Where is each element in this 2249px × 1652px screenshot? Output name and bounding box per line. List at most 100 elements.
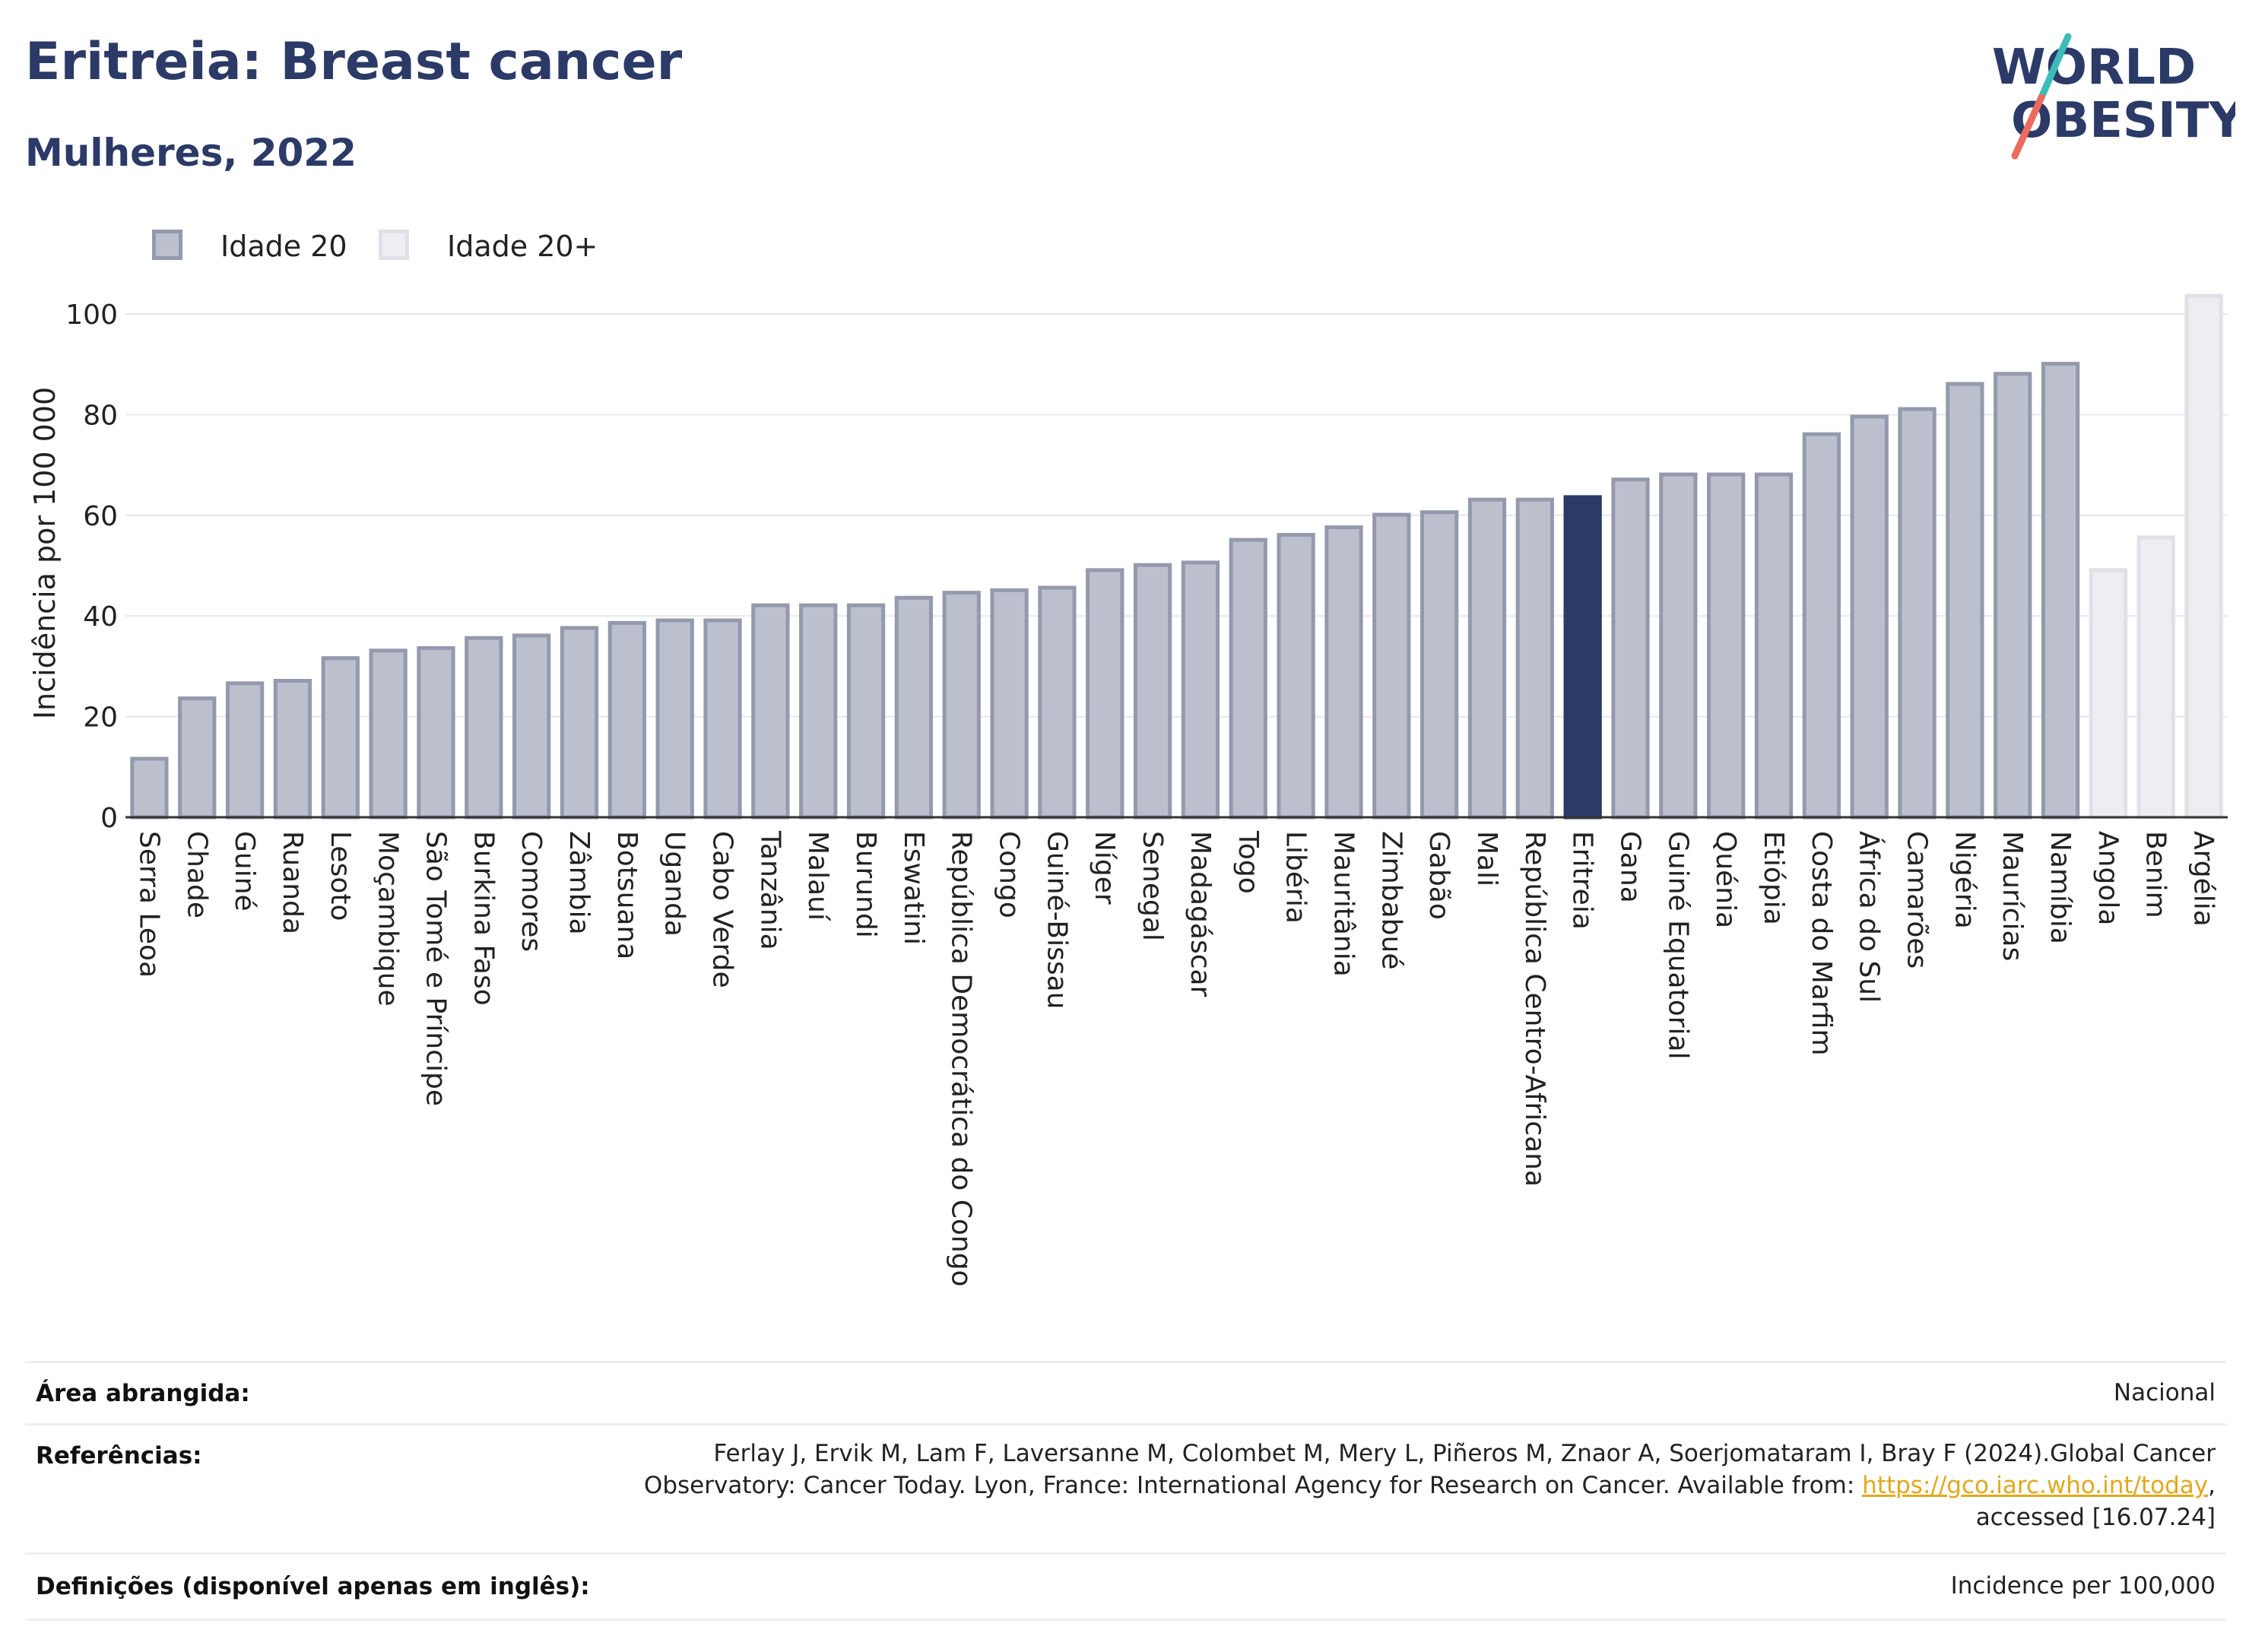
x-tick-label: Chade xyxy=(181,831,212,918)
x-tick-label: Congo xyxy=(994,831,1025,918)
bar-44 xyxy=(2184,293,2223,820)
bar-1 xyxy=(130,756,169,820)
x-tick-label: Mali xyxy=(1471,831,1502,886)
y-tick-label: 60 xyxy=(83,501,118,532)
references-link[interactable]: https://gco.iarc.who.int/today xyxy=(1862,1472,2209,1499)
x-tick-label: África do Sul xyxy=(1854,831,1886,1003)
bar-6 xyxy=(369,648,408,820)
bar-3 xyxy=(225,681,265,820)
bar-24 xyxy=(1229,537,1267,820)
chart-subtitle: Mulheres, 2022 xyxy=(25,131,357,175)
bar-35 xyxy=(1754,472,1794,820)
logo-slash-coral xyxy=(2011,94,2045,160)
bar-43 xyxy=(2136,535,2175,820)
x-tick-label: Tanzânia xyxy=(754,830,785,950)
x-tick-label: Guiné-Bissau xyxy=(1041,831,1072,1009)
logo-slash-teal xyxy=(2038,33,2072,101)
info-row-references: Referências: Ferlay J, Ervik M, Lam F, L… xyxy=(25,1423,2226,1555)
x-tick-label: Togo xyxy=(1232,830,1264,894)
x-tick-label: Eritreia xyxy=(1567,831,1598,930)
area-label: Área abrangida: xyxy=(36,1380,250,1407)
bar-40 xyxy=(1994,372,2032,820)
bar-31 xyxy=(1563,495,1602,820)
bar-36 xyxy=(1802,432,1841,820)
bar-4 xyxy=(273,678,312,820)
bar-38 xyxy=(1898,407,1937,820)
y-axis-title: Incidência por 100 000 xyxy=(28,387,62,719)
x-tick-label: Benim xyxy=(2140,831,2171,918)
definitions-value: Incidence per 100,000 xyxy=(1950,1572,2216,1600)
references-line-2-end: , xyxy=(2208,1472,2216,1499)
bar-22 xyxy=(1133,563,1172,820)
x-tick-label: Etiópia xyxy=(1758,831,1789,925)
bar-10 xyxy=(560,626,599,820)
x-tick-label: Argélia xyxy=(2188,831,2219,927)
x-tick-label: Comores xyxy=(515,831,547,952)
bar-32 xyxy=(1611,477,1650,820)
references-line-3: accessed [16.07.24] xyxy=(1975,1504,2216,1531)
x-tick-label: Angola xyxy=(2092,831,2124,925)
x-tick-label: Malauí xyxy=(802,831,833,921)
x-tick-label: Gabão xyxy=(1423,831,1454,920)
references-value: Ferlay J, Ervik M, Lam F, Laversanne M, … xyxy=(644,1438,2216,1533)
area-value: Nacional xyxy=(2113,1379,2216,1406)
legend-swatch-age20 xyxy=(152,230,182,260)
bar-28 xyxy=(1420,510,1459,820)
legend-label-age20: Idade 20 xyxy=(220,230,347,263)
bar-41 xyxy=(2041,361,2080,820)
world-obesity-logo: WORLD OBESITY xyxy=(1977,30,2244,163)
y-tick-label: 80 xyxy=(83,400,118,431)
bar-39 xyxy=(1946,382,1984,820)
bar-15 xyxy=(799,603,838,820)
x-tick-label: República Democrática do Congo xyxy=(946,831,977,1287)
x-tick-label: Eswatini xyxy=(898,831,929,945)
x-tick-label: Senegal xyxy=(1137,831,1168,941)
bar-25 xyxy=(1277,533,1315,820)
definitions-label: Definições (disponível apenas em inglês)… xyxy=(36,1573,590,1600)
bar-8 xyxy=(465,636,503,820)
x-tick-label: Quénia xyxy=(1710,831,1741,928)
bar-2 xyxy=(178,696,217,820)
x-tick-label: Uganda xyxy=(659,831,690,937)
chart-title: Eritreia: Breast cancer xyxy=(25,32,683,92)
logo-text-obesity: OBESITY xyxy=(2011,93,2235,149)
references-line-2: Observatory: Cancer Today. Lyon, France:… xyxy=(644,1470,2216,1501)
bar-14 xyxy=(751,603,790,820)
references-label: Referências: xyxy=(36,1442,202,1470)
x-tick-label: Serra Leoa xyxy=(133,831,164,978)
x-tick-label: Burundi xyxy=(850,831,881,938)
bar-17 xyxy=(894,595,934,820)
x-tick-label: Madagáscar xyxy=(1185,831,1216,997)
bar-7 xyxy=(417,645,455,820)
bar-9 xyxy=(512,633,551,820)
x-tick-label: Mauritânia xyxy=(1328,831,1359,977)
y-tick-label: 20 xyxy=(83,702,118,734)
x-tick-label: Nigéria xyxy=(1949,831,1980,929)
y-tick-label: 0 xyxy=(100,803,118,834)
bar-33 xyxy=(1659,472,1698,820)
bar-18 xyxy=(942,591,981,820)
info-row-area: Área abrangida: Nacional xyxy=(25,1361,2226,1425)
x-tick-label: Camarões xyxy=(1902,831,1933,969)
bar-42 xyxy=(2089,568,2128,820)
x-tick-label: Moçambique xyxy=(373,831,404,1007)
bar-chart: 0 20 40 60 80 100 Incidência por 100 000 Serra… xyxy=(0,289,2249,1349)
x-tick-label: Lesoto xyxy=(325,831,356,921)
x-tick-label: Gana xyxy=(1614,831,1645,903)
x-tick-label: Guiné Equatorial xyxy=(1662,831,1693,1060)
bar-12 xyxy=(655,618,694,820)
bar-13 xyxy=(703,618,742,820)
bar-34 xyxy=(1707,472,1746,820)
legend-label-age20plus: Idade 20+ xyxy=(447,230,598,263)
logo-text-world: WORLD xyxy=(1992,40,2196,96)
info-row-definitions: Definições (disponível apenas em inglês)… xyxy=(25,1552,2226,1621)
x-tick-label: Burkina Faso xyxy=(468,831,499,1006)
x-tick-label: Ruanda xyxy=(277,831,308,934)
bar-chart-svg: 0 20 40 60 80 100 Incidência por 100 000 Serra… xyxy=(28,293,2228,1287)
y-tick-label: 100 xyxy=(65,300,118,331)
bar-27 xyxy=(1372,512,1411,820)
x-tick-label: Cabo Verde xyxy=(707,831,738,988)
x-tick-label: Níger xyxy=(1089,831,1120,905)
bar-29 xyxy=(1467,497,1507,820)
bar-26 xyxy=(1324,525,1363,820)
